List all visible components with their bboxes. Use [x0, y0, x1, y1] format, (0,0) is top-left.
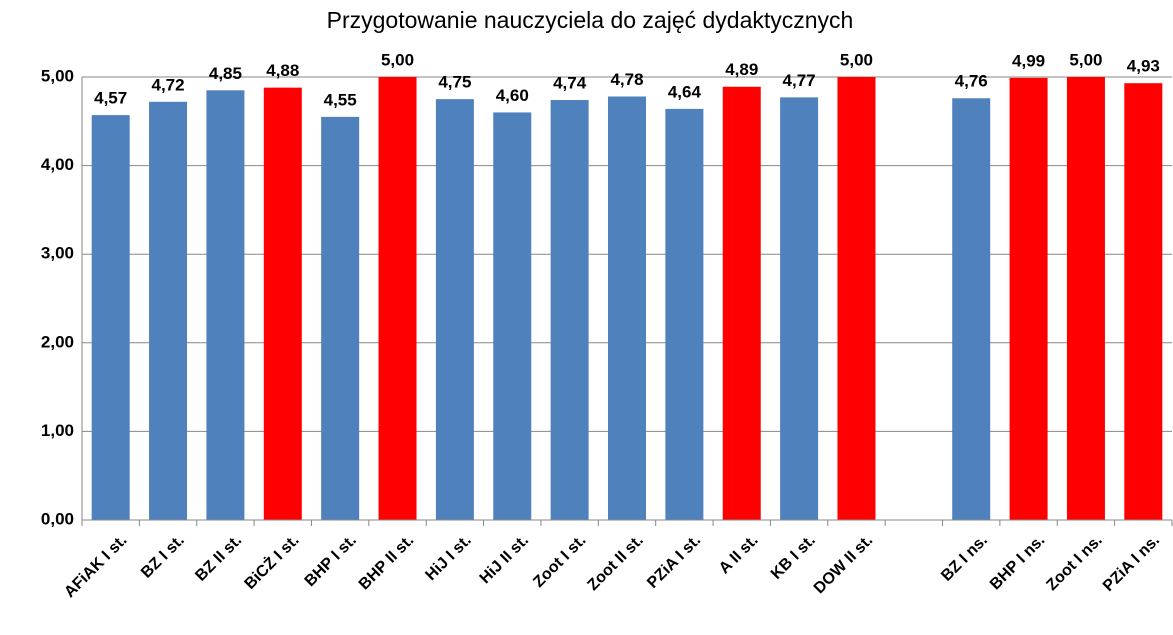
value-label: 4,99 [1012, 51, 1045, 70]
y-tick-label: 3,00 [41, 244, 74, 263]
x-tick-label: HiJ II st. [477, 532, 532, 587]
bar [608, 96, 646, 520]
value-label: 5,00 [381, 50, 414, 69]
x-tick-label: A II st. [716, 532, 762, 578]
value-label: 4,72 [152, 75, 185, 94]
bar [263, 87, 302, 520]
x-tick-label: AFiAK I st. [61, 532, 130, 601]
x-tick-label: BZ II st. [192, 532, 245, 585]
x-tick-label: Zoot I ns. [1043, 532, 1105, 594]
value-label: 4,64 [668, 82, 702, 101]
y-tick-label: 1,00 [41, 421, 74, 440]
value-label: 5,00 [1069, 50, 1102, 69]
bar [91, 115, 130, 521]
x-tick-label: BiCŻ I st. [241, 531, 303, 593]
bar [493, 112, 532, 520]
bar [550, 100, 589, 520]
bar [780, 97, 819, 521]
value-label: 4,74 [553, 74, 587, 93]
y-tick-label: 4,00 [41, 155, 74, 174]
bar [435, 99, 474, 521]
value-label: 4,93 [1127, 57, 1160, 76]
bar [1066, 77, 1105, 520]
bar [665, 108, 704, 521]
bar [952, 98, 991, 520]
x-tick-label: BHP I st. [302, 532, 360, 590]
value-label: 4,76 [955, 72, 988, 91]
bar [206, 90, 245, 520]
x-tick-label: BHP II st. [356, 532, 417, 593]
x-tick-label: PZiA I ns. [1100, 532, 1163, 595]
x-tick-label: DOW II st. [811, 532, 876, 597]
value-label: 4,55 [324, 90, 357, 109]
x-tick-label: KB I st. [768, 532, 819, 583]
x-tick-label: Zoot I st. [530, 532, 589, 591]
value-label: 4,89 [725, 60, 758, 79]
y-tick-label: 0,00 [41, 509, 74, 528]
bar [149, 101, 188, 521]
bar [1009, 77, 1048, 521]
value-label: 4,57 [94, 89, 127, 108]
y-tick-label: 2,00 [41, 332, 74, 351]
x-tick-label: BZ I st. [138, 532, 188, 582]
x-tick-label: Zoot II st. [585, 532, 647, 594]
x-tick-label: BHP I ns. [987, 532, 1048, 593]
value-label: 4,88 [266, 61, 299, 80]
y-tick-label: 5,00 [41, 66, 74, 85]
value-label: 4,77 [783, 71, 816, 90]
x-tick-label: HiJ I st. [422, 532, 474, 584]
bar [378, 77, 417, 520]
bar [1124, 83, 1163, 521]
value-label: 4,85 [209, 64, 242, 83]
value-label: 4,60 [496, 86, 529, 105]
bar [837, 77, 876, 520]
x-tick-label: PZiA I st. [644, 532, 704, 592]
bar [321, 116, 360, 521]
chart-title: Przygotowanie nauczyciela do zajęć dydak… [327, 7, 854, 33]
value-label: 4,75 [438, 73, 471, 92]
value-label: 4,78 [610, 70, 643, 89]
value-label: 5,00 [840, 50, 873, 69]
x-tick-label: BZ I ns. [938, 532, 991, 585]
bar [722, 86, 761, 520]
